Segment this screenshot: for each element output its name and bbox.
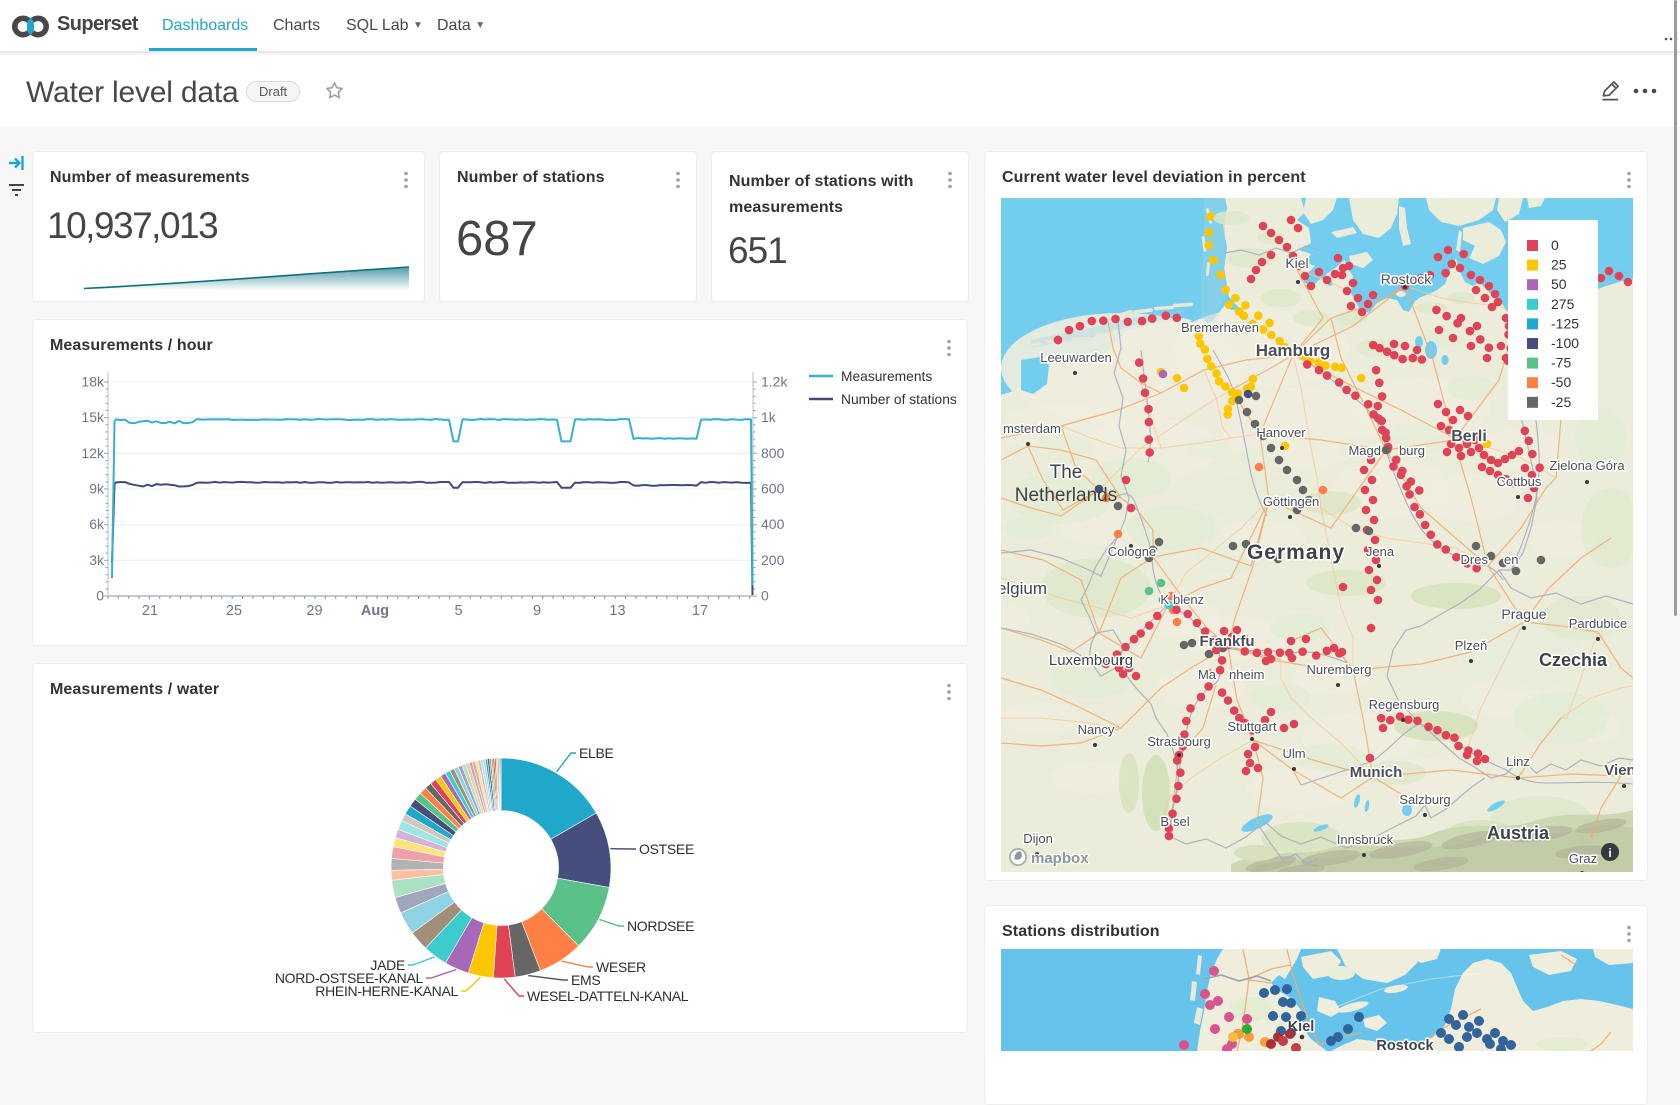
svg-text:9: 9 (533, 603, 541, 619)
svg-text:0: 0 (761, 588, 769, 604)
svg-text:Magd: Magd (1348, 443, 1381, 458)
svg-text:3k: 3k (89, 552, 105, 568)
svg-text:nheim: nheim (1229, 667, 1264, 682)
svg-text:Measurements: Measurements (841, 369, 932, 384)
svg-text:29: 29 (306, 603, 322, 619)
svg-text:Regensburg: Regensburg (1369, 697, 1440, 712)
svg-text:en: en (1504, 552, 1518, 567)
svg-text:0: 0 (1551, 237, 1559, 253)
svg-text:Munich: Munich (1350, 764, 1403, 781)
svg-text:Czechia: Czechia (1539, 650, 1608, 670)
svg-text:B: B (1160, 814, 1169, 829)
svg-text:-100: -100 (1551, 335, 1579, 351)
svg-text:15k: 15k (81, 409, 105, 425)
svg-text:5: 5 (454, 603, 462, 619)
svg-text:Göttingen: Göttingen (1263, 494, 1319, 509)
svg-text:25: 25 (1551, 257, 1567, 273)
svg-text:Hamburg: Hamburg (1256, 341, 1331, 360)
svg-text:Ma: Ma (1198, 667, 1217, 682)
svg-text:Zielona Góra: Zielona Góra (1549, 458, 1625, 473)
svg-text:9k: 9k (89, 481, 105, 497)
svg-text:OSTSEE: OSTSEE (639, 841, 694, 857)
svg-text:50: 50 (1551, 276, 1567, 292)
svg-text:13: 13 (609, 603, 625, 619)
svg-text:Bremerhaven: Bremerhaven (1181, 320, 1259, 335)
svg-text:JADE: JADE (370, 957, 405, 973)
svg-text:RHEIN-HERNE-KANAL: RHEIN-HERNE-KANAL (315, 983, 458, 999)
svg-text:The: The (1050, 462, 1083, 483)
svg-text:Rostock: Rostock (1381, 271, 1433, 287)
svg-text:200: 200 (761, 552, 785, 568)
svg-text:1.2k: 1.2k (761, 374, 788, 390)
svg-text:-125: -125 (1551, 315, 1579, 331)
svg-text:21: 21 (142, 603, 158, 619)
svg-text:mapbox: mapbox (1031, 850, 1089, 867)
svg-text:Berli: Berli (1451, 428, 1487, 445)
svg-text:elgium: elgium (1001, 579, 1047, 598)
svg-text:Linz: Linz (1506, 754, 1530, 769)
svg-text:Aug: Aug (361, 603, 389, 619)
svg-text:Cottbus: Cottbus (1497, 474, 1542, 489)
svg-text:Pardubice: Pardubice (1569, 616, 1628, 631)
svg-text:WESEL-DATTELN-KANAL: WESEL-DATTELN-KANAL (527, 988, 689, 1004)
svg-text:Dres: Dres (1461, 552, 1489, 567)
svg-text:-50: -50 (1551, 374, 1571, 390)
svg-text:Innsbruck: Innsbruck (1337, 832, 1394, 847)
svg-text:Luxembourg: Luxembourg (1049, 652, 1133, 669)
svg-text:Stuttgart: Stuttgart (1227, 719, 1277, 734)
svg-text:WESER: WESER (596, 959, 646, 975)
svg-text:i: i (1608, 846, 1611, 860)
svg-text:Nancy: Nancy (1078, 722, 1115, 737)
svg-text:Jena: Jena (1366, 544, 1395, 559)
svg-text:600: 600 (761, 481, 785, 497)
svg-text:Frankfu: Frankfu (1199, 633, 1254, 650)
svg-text:400: 400 (761, 516, 785, 532)
svg-text:NORD-OSTSEE-KANAL: NORD-OSTSEE-KANAL (275, 970, 424, 986)
svg-text:Cologne: Cologne (1108, 544, 1156, 559)
svg-text:Strasbourg: Strasbourg (1147, 734, 1211, 749)
svg-text:EMS: EMS (571, 972, 600, 988)
svg-text:25: 25 (226, 603, 242, 619)
svg-text:Nuremberg: Nuremberg (1306, 662, 1371, 677)
svg-text:Rostock: Rostock (1376, 1038, 1434, 1051)
svg-text:Leeuwarden: Leeuwarden (1040, 350, 1112, 365)
svg-text:Number of stations: Number of stations (841, 392, 957, 407)
svg-text:Ulm: Ulm (1282, 746, 1305, 761)
svg-text:-75: -75 (1551, 355, 1571, 371)
svg-text:burg: burg (1399, 443, 1425, 458)
svg-text:Graz: Graz (1569, 851, 1597, 866)
svg-text:Plzeň: Plzeň (1455, 638, 1488, 653)
svg-text:sel: sel (1173, 814, 1190, 829)
svg-text:Salzburg: Salzburg (1399, 792, 1450, 807)
svg-text:800: 800 (761, 445, 785, 461)
svg-text:Vien: Vien (1604, 762, 1633, 779)
svg-text:Kiel: Kiel (1285, 255, 1308, 271)
svg-text:ELBE: ELBE (579, 745, 614, 761)
svg-text:275: 275 (1551, 296, 1575, 312)
svg-text:0: 0 (96, 588, 104, 604)
svg-text:NORDSEE: NORDSEE (627, 918, 694, 934)
svg-text:18k: 18k (81, 374, 105, 390)
svg-text:Netherlands: Netherlands (1015, 485, 1117, 506)
svg-text:17: 17 (692, 603, 708, 619)
svg-text:K: K (1160, 592, 1169, 607)
svg-text:blenz: blenz (1173, 592, 1204, 607)
svg-text:Dijon: Dijon (1023, 831, 1053, 846)
svg-text:6k: 6k (89, 516, 105, 532)
svg-text:-25: -25 (1551, 394, 1571, 410)
svg-text:12k: 12k (81, 445, 105, 461)
svg-text:1k: 1k (761, 409, 777, 425)
svg-text:Prague: Prague (1501, 606, 1546, 622)
svg-text:msterdam: msterdam (1003, 421, 1061, 436)
svg-text:Austria: Austria (1487, 823, 1550, 843)
svg-text:Hanover: Hanover (1256, 425, 1306, 440)
svg-text:Germany: Germany (1247, 541, 1345, 564)
